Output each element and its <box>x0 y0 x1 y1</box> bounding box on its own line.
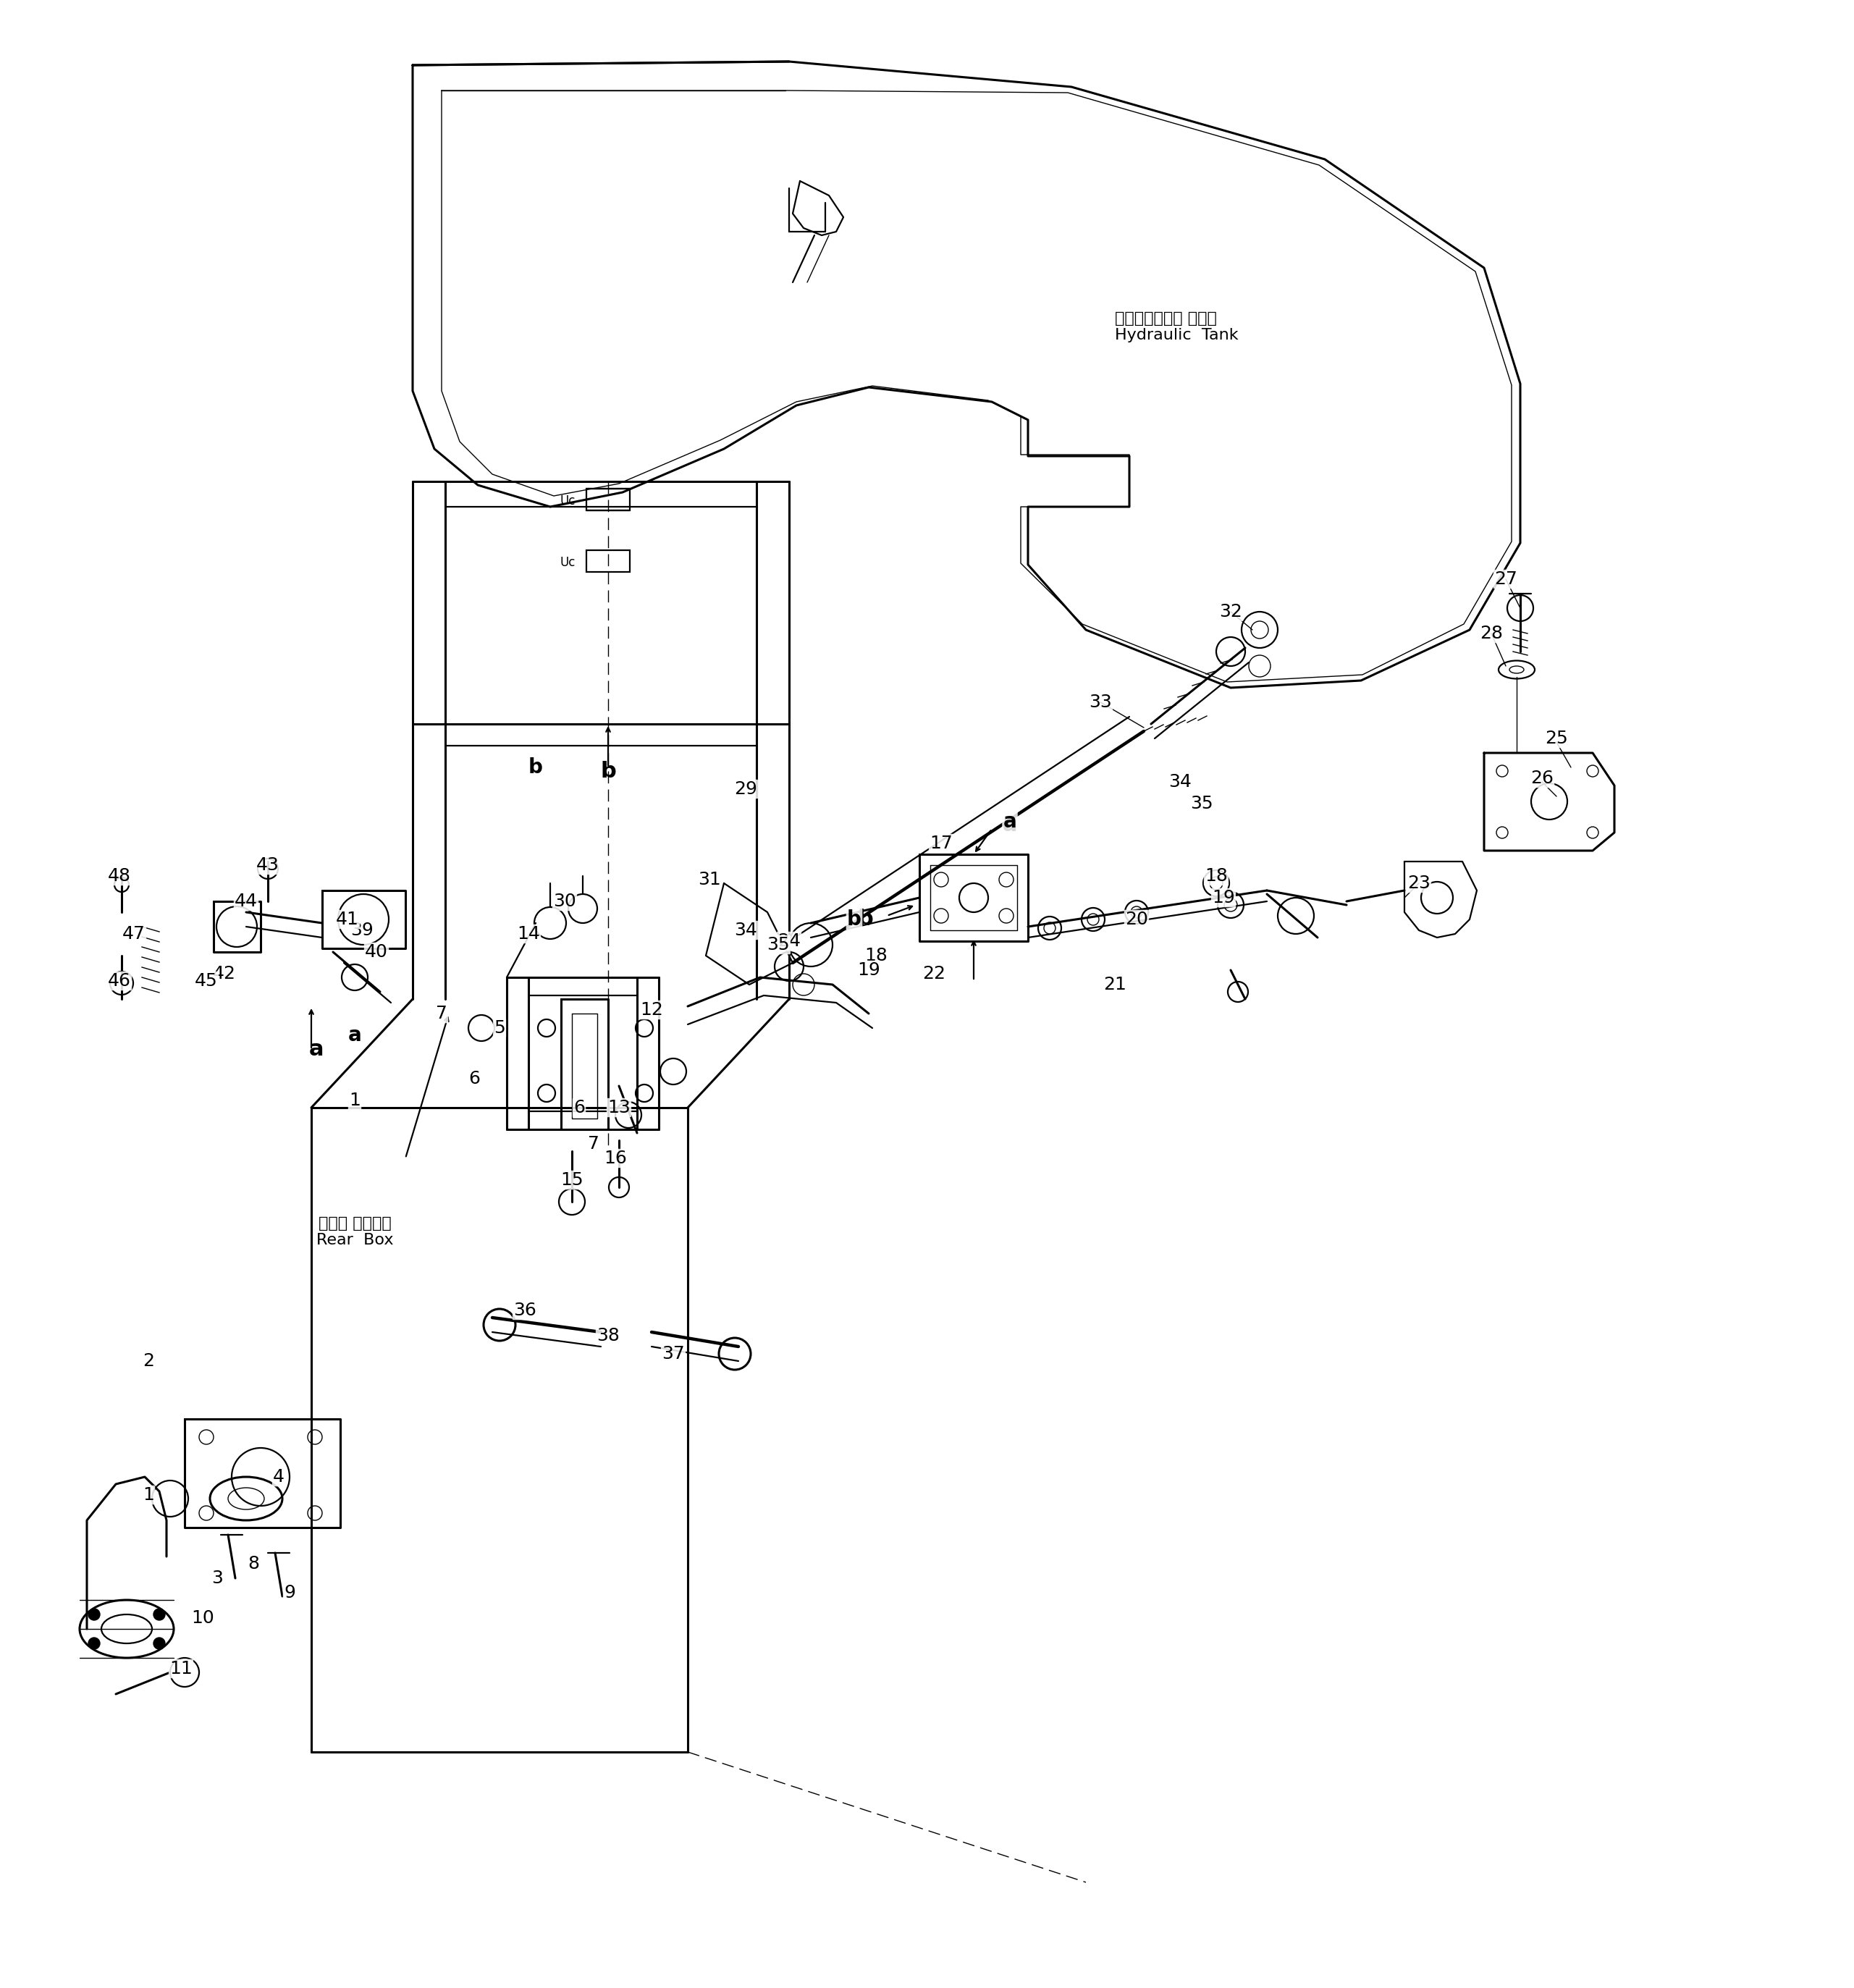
Text: 31: 31 <box>697 871 721 889</box>
Circle shape <box>1218 893 1244 918</box>
Text: 1: 1 <box>349 1091 360 1109</box>
Text: 7: 7 <box>436 1004 447 1022</box>
Text: 32: 32 <box>1220 602 1242 620</box>
Text: Uc: Uc <box>560 557 575 569</box>
Text: 29: 29 <box>734 781 756 797</box>
Text: 17: 17 <box>929 835 953 853</box>
Text: 22: 22 <box>921 964 946 982</box>
Text: 5: 5 <box>493 1020 506 1036</box>
Circle shape <box>636 1020 653 1036</box>
Text: 15: 15 <box>560 1171 584 1189</box>
Circle shape <box>636 1085 653 1101</box>
Text: 36: 36 <box>514 1302 536 1320</box>
Text: a: a <box>310 1040 324 1060</box>
Text: 48: 48 <box>108 867 132 885</box>
Text: 4: 4 <box>273 1469 284 1485</box>
Text: 9: 9 <box>284 1584 295 1602</box>
Circle shape <box>1203 871 1229 897</box>
Text: 46: 46 <box>108 972 132 990</box>
Circle shape <box>89 1608 100 1620</box>
Text: b: b <box>528 757 543 777</box>
Text: 11: 11 <box>169 1660 193 1678</box>
Circle shape <box>1216 636 1246 666</box>
Text: 24: 24 <box>777 932 801 950</box>
Text: 25: 25 <box>1544 730 1568 747</box>
Text: 39: 39 <box>350 922 373 938</box>
Circle shape <box>1038 916 1060 940</box>
Text: 44: 44 <box>235 893 258 911</box>
Text: 34: 34 <box>1168 773 1192 791</box>
Text: リヤー ボックス
Rear  Box: リヤー ボックス Rear Box <box>317 1217 393 1248</box>
Text: 42: 42 <box>213 964 235 982</box>
Text: 38: 38 <box>597 1328 619 1344</box>
Text: 1: 1 <box>143 1487 154 1503</box>
Text: 6: 6 <box>469 1070 480 1087</box>
Text: b: b <box>601 761 616 781</box>
Circle shape <box>1081 909 1105 930</box>
Text: 18: 18 <box>864 946 888 964</box>
Text: b: b <box>847 909 862 930</box>
Text: Uc: Uc <box>560 495 575 507</box>
Text: 37: 37 <box>662 1346 684 1362</box>
Text: 21: 21 <box>1103 976 1127 994</box>
Text: 35: 35 <box>768 936 790 954</box>
Text: 47: 47 <box>122 924 145 942</box>
Text: a: a <box>349 1026 362 1046</box>
Circle shape <box>538 1020 554 1036</box>
Circle shape <box>154 1608 165 1620</box>
Text: 10: 10 <box>191 1610 215 1626</box>
Text: 7: 7 <box>588 1135 599 1153</box>
Text: 12: 12 <box>640 1002 664 1018</box>
Circle shape <box>1250 656 1270 676</box>
Text: 6: 6 <box>573 1099 586 1117</box>
Text: 18: 18 <box>1205 867 1227 885</box>
Text: 8: 8 <box>248 1555 260 1573</box>
FancyBboxPatch shape <box>586 489 630 511</box>
Text: 3: 3 <box>211 1571 222 1586</box>
Text: 19: 19 <box>857 962 881 978</box>
Circle shape <box>154 1638 165 1650</box>
Text: 41: 41 <box>336 911 360 928</box>
Text: 23: 23 <box>1407 875 1431 893</box>
Text: 45: 45 <box>195 972 217 990</box>
Text: 26: 26 <box>1530 769 1554 787</box>
Text: 28: 28 <box>1479 624 1504 642</box>
Text: 27: 27 <box>1494 571 1517 588</box>
Text: b: b <box>857 909 873 930</box>
Text: 33: 33 <box>1088 694 1112 712</box>
Text: 13: 13 <box>608 1099 630 1117</box>
FancyBboxPatch shape <box>586 551 630 573</box>
Text: 16: 16 <box>604 1149 627 1167</box>
Text: 40: 40 <box>365 944 387 960</box>
Text: 2: 2 <box>143 1352 154 1370</box>
Text: 19: 19 <box>1213 889 1235 907</box>
Text: a: a <box>1003 811 1016 831</box>
Text: 35: 35 <box>1190 795 1213 813</box>
Circle shape <box>1125 901 1148 924</box>
Text: 34: 34 <box>734 922 756 938</box>
Text: 43: 43 <box>256 857 280 875</box>
Text: a: a <box>1003 815 1018 835</box>
Circle shape <box>538 1085 554 1101</box>
Text: 20: 20 <box>1125 911 1148 928</box>
Text: ハイドロリック タンク
Hydraulic  Tank: ハイドロリック タンク Hydraulic Tank <box>1114 312 1238 342</box>
Text: 14: 14 <box>517 924 540 942</box>
Text: 30: 30 <box>552 893 577 911</box>
Circle shape <box>89 1638 100 1650</box>
